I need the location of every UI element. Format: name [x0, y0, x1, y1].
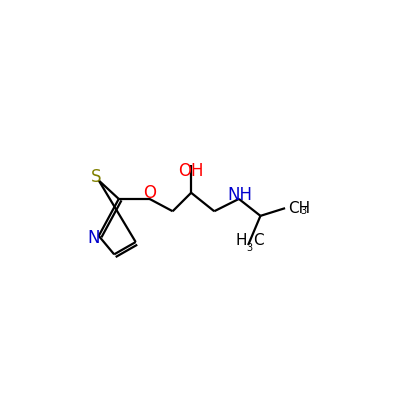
Text: 3: 3	[246, 243, 253, 253]
Text: OH: OH	[178, 162, 204, 180]
Text: N: N	[87, 229, 100, 247]
Text: 3: 3	[300, 206, 307, 216]
Text: CH: CH	[288, 201, 310, 216]
Text: H: H	[235, 233, 246, 248]
Text: NH: NH	[227, 186, 252, 204]
Text: O: O	[143, 184, 156, 202]
Text: S: S	[91, 168, 102, 186]
Text: C: C	[253, 233, 264, 248]
